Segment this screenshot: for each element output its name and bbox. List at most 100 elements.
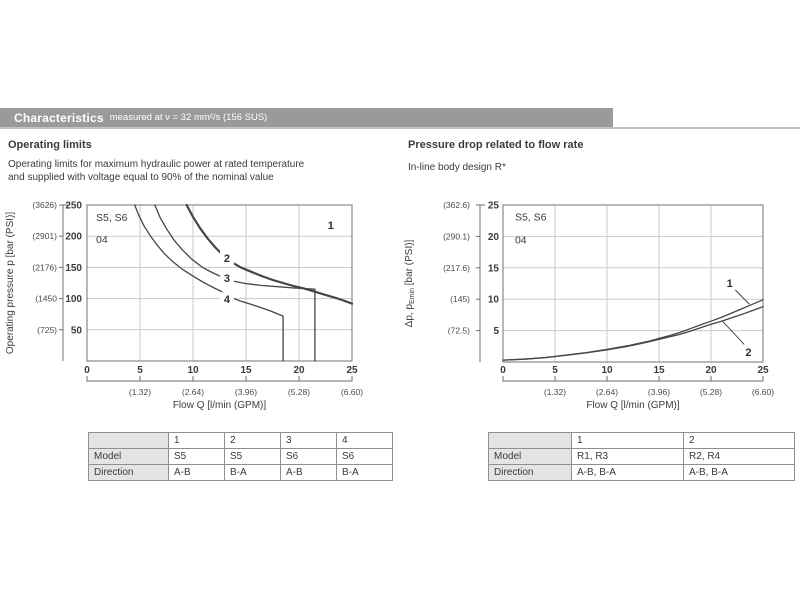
gpm-tick-label: (2.64) [182, 387, 204, 397]
operating-limits-table: 1 2 3 4 Model S5 S5 S6 S6 Direction A-B B-A A-B B-A [88, 432, 393, 481]
operating-limits-chart: 1 2 3 4 S5, S6 04 0 5 10 15 20 25 (1.32) (2.64) (3.96)… [0, 195, 400, 425]
psi-tick-label: (290.1) [443, 231, 470, 241]
x-tick-label: 25 [346, 365, 358, 376]
leader-line-1 [733, 288, 750, 305]
psi-axis-bracket [62, 204, 68, 361]
table-cell: 2 [224, 432, 281, 449]
table-cell: S5 [224, 448, 281, 465]
pressure-drop-heading: Pressure drop related to flow rate [408, 139, 584, 151]
x-tick-label: 10 [601, 365, 613, 376]
pressure-drop-table: 1 2 Model R1, R3 R2, R4 Direction A-B, B-A A-B,… [488, 432, 795, 481]
gpm-axis-bracket [86, 376, 353, 382]
y-tick-label: 5 [493, 326, 499, 337]
curve-3 [154, 204, 316, 362]
x-axis-title: Flow Q [l/min (GPM)] [586, 400, 680, 411]
gpm-axis-bracket [502, 376, 764, 382]
curve-label-1: 1 [328, 220, 334, 232]
psi-tick-label: (2901) [32, 231, 57, 241]
gpm-tick-label: (1.32) [544, 387, 566, 397]
curve-label-4: 4 [224, 294, 231, 306]
curve-label-bg [722, 275, 737, 290]
psi-tick-label: (217.6) [443, 263, 470, 273]
table-cell: 1 [168, 432, 225, 449]
pressure-drop-chart: 1 2 S5, S6 04 0 5 10 15 20 25 (1.32) (2.64) (3.96) (5… [400, 195, 800, 425]
characteristics-header-bar: Characteristics measured at ν = 32 mm²/s… [0, 108, 613, 127]
table-cell: 1 [571, 432, 684, 449]
pressure-drop-table: 1 2 Model R1, R3 R2, R4 Direction A-B, B-A A-B,… [488, 432, 795, 481]
table-cell: R1, R3 [571, 448, 684, 465]
x-tick-label: 20 [705, 365, 717, 376]
x-axis-title: Flow Q [l/min (GPM)] [173, 400, 267, 411]
y-tick-label: 100 [65, 294, 82, 305]
psi-axis-bracket [479, 204, 485, 362]
table-row: Model R1, R3 R2, R4 [488, 448, 795, 465]
x-tick-label: 25 [757, 365, 769, 376]
y-tick-label: 15 [488, 263, 500, 274]
y-tick-label: 150 [65, 263, 82, 274]
table-row-label: Model [488, 448, 572, 465]
x-tick-label: 0 [500, 365, 506, 376]
table-cell: A-B, B-A [683, 464, 795, 481]
curve-label-bg [219, 292, 234, 307]
table-cell: 3 [280, 432, 337, 449]
table-row: Direction A-B B-A A-B B-A [88, 464, 393, 481]
y-tick-label: 10 [488, 295, 500, 306]
y-tick-label: 200 [65, 232, 82, 243]
y-axis-title: Operating pressure p [bar (PSI)] [5, 212, 16, 355]
operating-limits-desc-line1: Operating limits for maximum hydraulic p… [8, 159, 305, 170]
table-cell: 4 [336, 432, 393, 449]
psi-tick-label: (72.5) [448, 326, 470, 336]
psi-tick-label: (1450 [35, 294, 57, 304]
curve-label-2: 2 [224, 253, 230, 265]
gpm-tick-label: (5.28) [288, 387, 310, 397]
x-tick-label: 5 [552, 365, 558, 376]
curve-label-bg [741, 344, 756, 359]
plot-border [86, 204, 353, 362]
table-cell: A-B [168, 464, 225, 481]
gpm-tick-label: (5.28) [700, 387, 722, 397]
operating-limits-heading: Operating limits [8, 139, 92, 151]
table-row-label: Model [88, 448, 169, 465]
table-row: Model S5 S5 S6 S6 [88, 448, 393, 465]
table-cell: B-A [336, 464, 393, 481]
operating-limits-desc-line2: and supplied with voltage equal to 90% o… [8, 172, 274, 183]
table-cell: S6 [280, 448, 337, 465]
y-axis-title: Δp, pEmin [bar (PSI)] [404, 239, 416, 327]
curve-label-bg [219, 271, 234, 286]
gpm-tick-label: (1.32) [129, 387, 151, 397]
divider-rule [0, 127, 800, 129]
table-cell: B-A [224, 464, 281, 481]
operating-limits-table: 1 2 3 4 Model S5 S5 S6 S6 Direction A-B B-A A-B B-A [88, 432, 393, 481]
psi-tick-label: (3626) [32, 200, 57, 210]
psi-tick-label: (362.6) [443, 200, 470, 210]
table-corner-cell [88, 432, 169, 449]
gpm-tick-label: (2.64) [596, 387, 618, 397]
operating-limits-svg: 1 2 3 4 S5, S6 04 0 5 10 15 20 25 (1.32) (2.64) (3.96)… [5, 200, 363, 411]
psi-tick-label: (725) [37, 325, 57, 335]
table-cell: 2 [683, 432, 795, 449]
annotation: 04 [515, 234, 527, 246]
table-row-label: Direction [488, 464, 572, 481]
curve-label-2: 2 [745, 347, 751, 359]
leader-line-2 [722, 320, 745, 345]
table-cell: A-B [280, 464, 337, 481]
y-tick-label: 250 [65, 201, 82, 212]
psi-tick-label: (145) [450, 294, 470, 304]
gpm-tick-label: (6.60) [752, 387, 774, 397]
gpm-tick-label: (3.96) [235, 387, 257, 397]
x-tick-label: 0 [84, 365, 90, 376]
table-cell: S6 [336, 448, 393, 465]
plot-border [502, 204, 764, 363]
pressure-drop-svg: 1 2 S5, S6 04 0 5 10 15 20 25 (1.32) (2.64) (3.96) (5… [404, 200, 774, 411]
curve-label-bg [323, 217, 338, 232]
table-cell: R2, R4 [683, 448, 795, 465]
curve-1 [502, 299, 764, 361]
x-tick-label: 15 [653, 365, 665, 376]
curve-2 [502, 306, 764, 361]
curve-4 [134, 204, 284, 362]
table-cell: A-B, B-A [571, 464, 684, 481]
curve-label-1: 1 [727, 278, 733, 290]
section-subtitle: measured at ν = 32 mm²/s (156 SUS) [109, 112, 268, 123]
curve-2 [185, 203, 354, 305]
